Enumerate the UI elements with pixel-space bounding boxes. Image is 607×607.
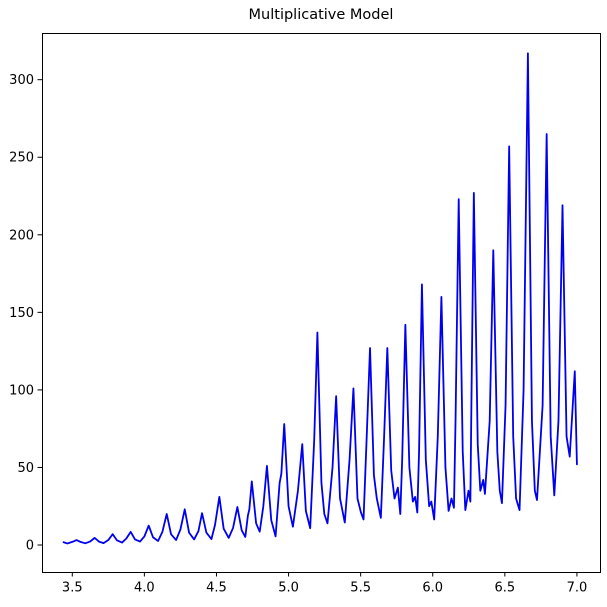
x-tick-label: 6.0	[422, 581, 443, 596]
y-tick-label: 50	[17, 461, 34, 476]
x-tick-label: 6.5	[494, 581, 515, 596]
chart-title: Multiplicative Model	[248, 7, 394, 23]
axes-border	[42, 33, 601, 573]
y-tick-label: 150	[9, 306, 34, 321]
x-tick-label: 4.0	[134, 581, 155, 596]
series-line	[62, 52, 578, 545]
x-tick-label: 4.5	[206, 581, 227, 596]
y-tick-label: 250	[9, 151, 34, 166]
y-tick-label: 300	[9, 73, 34, 88]
y-tick-label: 200	[9, 228, 34, 243]
y-tick-label: 100	[9, 383, 34, 398]
x-tick-label: 5.5	[350, 581, 371, 596]
x-tick-label: 7.0	[567, 581, 588, 596]
x-tick-label: 3.5	[62, 581, 83, 596]
y-tick-label: 0	[26, 539, 34, 554]
x-tick-label: 5.0	[278, 581, 299, 596]
